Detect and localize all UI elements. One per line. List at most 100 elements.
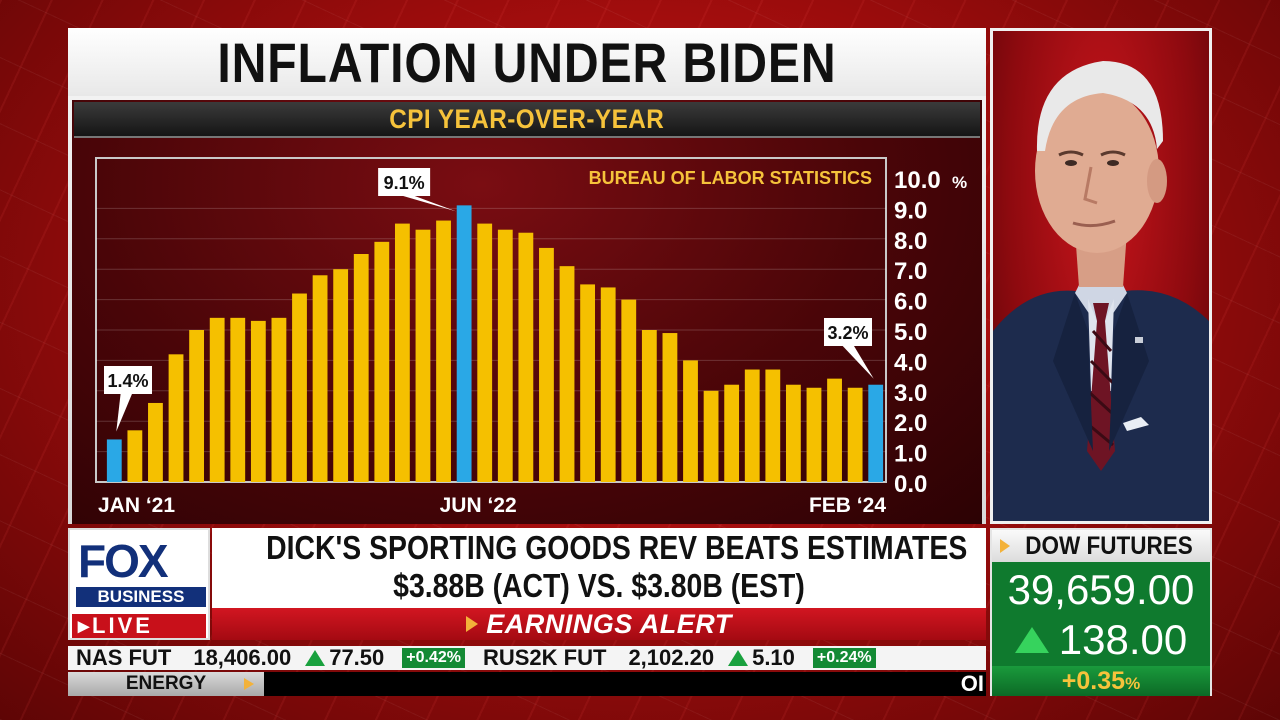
bar bbox=[497, 229, 513, 482]
dow-title-bar: DOW FUTURES bbox=[992, 530, 1210, 562]
callout-last-label: 3.2% bbox=[827, 323, 868, 343]
bar bbox=[744, 369, 760, 482]
ticker-percent: +0.42% bbox=[402, 648, 465, 668]
alert-banner: EARNINGS ALERT bbox=[212, 608, 986, 640]
y-tick-label: 2.0 bbox=[894, 410, 927, 437]
y-tick-label: 9.0 bbox=[894, 197, 927, 224]
dow-title: DOW FUTURES bbox=[1025, 531, 1193, 560]
y-tick-label: 8.0 bbox=[894, 228, 927, 255]
dow-change-value: 138.00 bbox=[1058, 616, 1188, 663]
ticker-percent: +0.24% bbox=[812, 648, 876, 668]
bar bbox=[271, 317, 287, 482]
bar bbox=[230, 317, 246, 482]
bar bbox=[785, 384, 801, 482]
bar bbox=[189, 330, 205, 482]
headline-panel: INFLATION UNDER BIDEN bbox=[68, 28, 986, 96]
sector-arrow-icon bbox=[244, 678, 254, 690]
bar bbox=[374, 241, 390, 482]
sector-scroll-text: OI bbox=[960, 671, 984, 696]
callout-peak-label: 9.1% bbox=[384, 173, 425, 193]
bar bbox=[353, 254, 369, 482]
highlight-bar bbox=[456, 205, 472, 483]
chart-area: CPI YEAR-OVER-YEAR 0.0 1.0 2.0 3.0 4.0 5.0 6.0… bbox=[72, 100, 982, 524]
photo-panel bbox=[990, 28, 1212, 524]
up-arrow-icon bbox=[728, 650, 749, 666]
bar bbox=[827, 378, 842, 482]
network-logo: FOX BUSINESS ▸LIVE bbox=[68, 528, 210, 640]
cpi-bar-chart: 0.0 1.0 2.0 3.0 4.0 5.0 6.0 7.0 8.0 9.0 10.0 % BUREA… bbox=[95, 157, 967, 517]
y-tick-label: 5.0 bbox=[894, 319, 927, 346]
source-note: BUREAU OF LABOR STATISTICS bbox=[589, 168, 872, 188]
callout-first-box bbox=[104, 366, 152, 394]
bar bbox=[703, 390, 719, 482]
chart-title-bar: CPI YEAR-OVER-YEAR bbox=[74, 102, 980, 138]
bar bbox=[539, 247, 554, 482]
y-tick-label: 6.0 bbox=[894, 289, 927, 316]
alert-label: EARNINGS ALERT bbox=[486, 608, 732, 639]
dow-arrow-icon bbox=[999, 539, 1010, 553]
callout-last-box bbox=[824, 318, 872, 346]
bar bbox=[209, 317, 225, 482]
alert-arrow-icon bbox=[466, 616, 479, 632]
bar bbox=[847, 387, 863, 482]
bar bbox=[394, 223, 410, 482]
lower-third-line2: $3.88B (ACT) VS. $3.80B (EST) bbox=[393, 567, 805, 604]
y-tick-label: 10.0 bbox=[894, 167, 941, 194]
y-tick-label: 3.0 bbox=[894, 380, 927, 407]
up-arrow-icon bbox=[1014, 627, 1049, 653]
callout-last-pointer bbox=[840, 344, 874, 379]
live-arrow-icon: ▸ bbox=[78, 613, 93, 638]
chart-panel: CPI YEAR-OVER-YEAR 0.0 1.0 2.0 3.0 4.0 5.0 6.0… bbox=[68, 96, 986, 524]
bar bbox=[333, 269, 349, 482]
bar bbox=[250, 320, 266, 482]
bar bbox=[600, 287, 616, 482]
y-tick-label: 0.0 bbox=[894, 471, 927, 498]
y-tick-label: 4.0 bbox=[894, 349, 927, 376]
callout-first-pointer bbox=[116, 392, 133, 432]
headline-title: INFLATION UNDER BIDEN bbox=[217, 30, 837, 94]
speaker-photo bbox=[993, 31, 1209, 521]
ticker-change: 5.10 bbox=[752, 646, 795, 670]
market-ticker: NAS FUT 18,406.00 77.50 +0.42% RUS2K FUT… bbox=[68, 646, 986, 670]
y-tick-label: 1.0 bbox=[894, 441, 927, 468]
bar bbox=[436, 220, 451, 482]
bar bbox=[662, 333, 678, 482]
highlight-bar bbox=[106, 439, 122, 482]
bar bbox=[148, 402, 163, 482]
x-tick-label: JAN ‘21 bbox=[98, 494, 175, 517]
sector-bar: ENERGY OI bbox=[68, 672, 986, 696]
bar bbox=[724, 384, 740, 482]
live-label: LIVE bbox=[92, 613, 153, 638]
chart-title: CPI YEAR-OVER-YEAR bbox=[389, 103, 665, 134]
dow-percent-unit: % bbox=[1125, 674, 1141, 693]
bar bbox=[415, 229, 431, 482]
callout-first-label: 1.4% bbox=[107, 371, 148, 391]
ticker-value: 2,102.20 bbox=[628, 646, 715, 670]
bar bbox=[127, 430, 143, 482]
bar bbox=[765, 369, 781, 482]
x-tick-label: FEB ‘24 bbox=[809, 494, 886, 517]
bar bbox=[683, 360, 698, 482]
sector-label: ENERGY bbox=[68, 672, 264, 696]
bar bbox=[641, 330, 657, 482]
bar bbox=[477, 223, 493, 482]
y-unit-label: % bbox=[952, 173, 967, 192]
bar bbox=[312, 275, 328, 482]
callout-peak-pointer bbox=[396, 194, 457, 212]
up-arrow-icon bbox=[305, 650, 326, 666]
bar bbox=[621, 299, 637, 482]
ticker-name: RUS2K FUT bbox=[482, 646, 607, 670]
ticker-name: NAS FUT bbox=[76, 646, 172, 670]
bar bbox=[518, 232, 534, 482]
dow-value: 39,659.00 bbox=[1007, 566, 1195, 613]
live-badge: ▸LIVE bbox=[72, 614, 206, 638]
lower-third-line1: DICK'S SPORTING GOODS REV BEATS ESTIMATE… bbox=[266, 529, 968, 566]
highlight-bar bbox=[868, 384, 884, 482]
y-tick-label: 7.0 bbox=[894, 258, 927, 285]
bar bbox=[580, 284, 596, 482]
bar bbox=[168, 354, 184, 482]
dow-futures-panel: DOW FUTURES 39,659.00 138.00 +0.35% bbox=[990, 528, 1212, 696]
bar bbox=[559, 266, 575, 482]
callout-peak-box bbox=[378, 168, 431, 196]
bar bbox=[806, 387, 822, 482]
